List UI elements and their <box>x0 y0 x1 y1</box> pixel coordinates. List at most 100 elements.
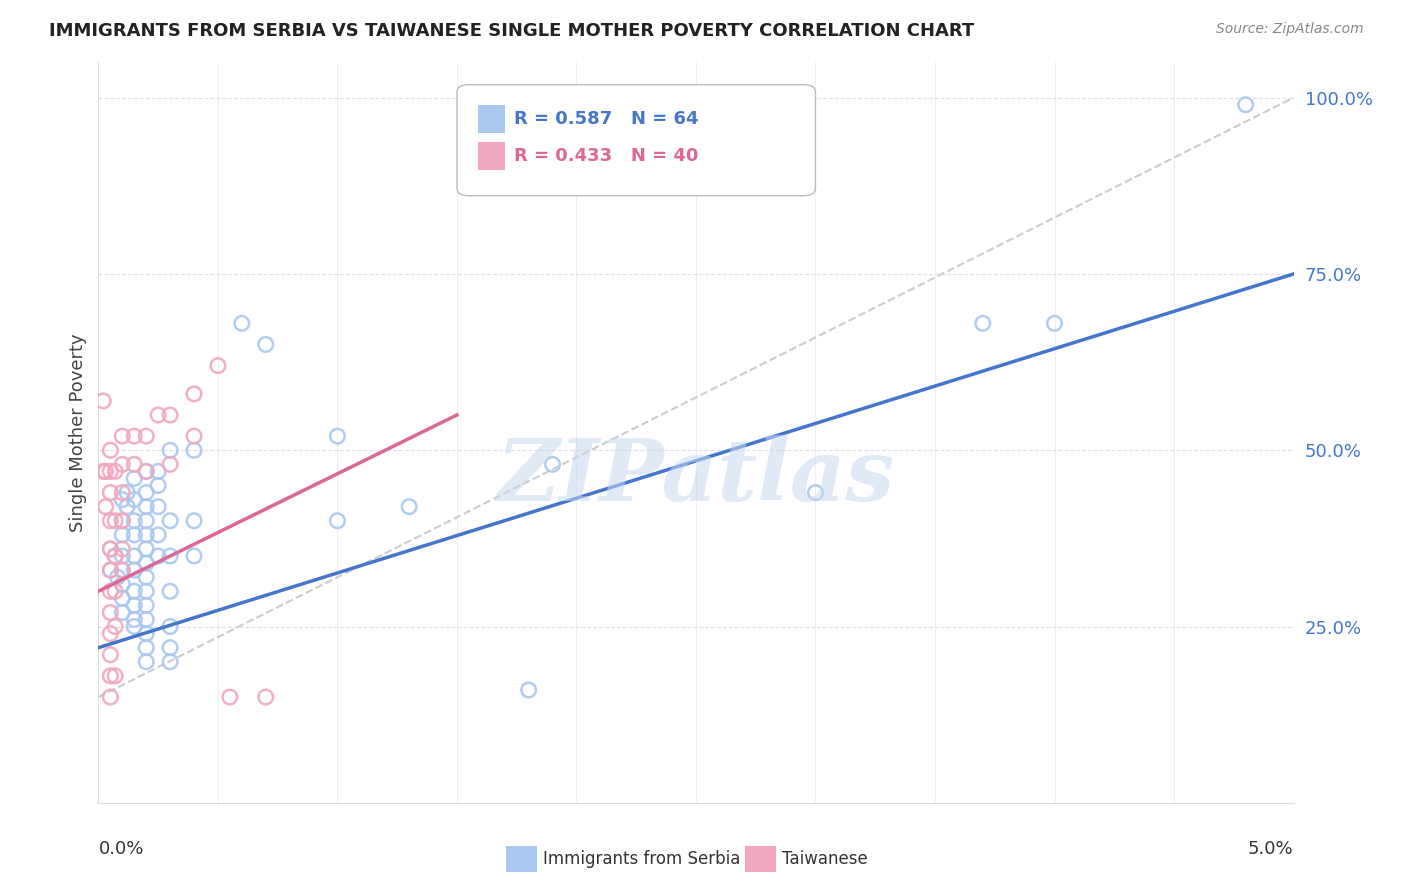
Point <box>98 669 122 683</box>
Text: R = 0.433   N = 40: R = 0.433 N = 40 <box>515 146 699 165</box>
Point <box>111 606 134 620</box>
Point <box>159 640 181 655</box>
Point <box>326 514 349 528</box>
Point <box>91 393 114 408</box>
Point <box>148 528 170 542</box>
Point <box>135 584 157 599</box>
Point <box>111 528 134 542</box>
Point <box>159 619 181 633</box>
Point <box>183 549 205 563</box>
Point <box>135 599 157 613</box>
Point <box>111 541 134 556</box>
Text: Taiwanese: Taiwanese <box>782 850 868 868</box>
Text: 5.0%: 5.0% <box>1249 840 1294 858</box>
Point <box>111 514 134 528</box>
Point <box>104 669 127 683</box>
Point <box>517 683 540 698</box>
Point <box>254 337 277 351</box>
Text: Source: ZipAtlas.com: Source: ZipAtlas.com <box>1216 22 1364 37</box>
Text: R = 0.587   N = 64: R = 0.587 N = 64 <box>515 110 699 128</box>
Point <box>326 429 349 443</box>
Point <box>111 492 134 507</box>
Point <box>104 619 127 633</box>
Text: IMMIGRANTS FROM SERBIA VS TAIWANESE SINGLE MOTHER POVERTY CORRELATION CHART: IMMIGRANTS FROM SERBIA VS TAIWANESE SING… <box>49 22 974 40</box>
Point <box>207 359 229 373</box>
Point <box>98 690 122 704</box>
Point <box>159 443 181 458</box>
Point <box>98 541 122 556</box>
Point <box>98 563 122 577</box>
Point <box>135 464 157 478</box>
Point <box>135 429 157 443</box>
Point <box>98 584 122 599</box>
Point <box>124 458 146 472</box>
Point <box>219 690 242 704</box>
Point <box>183 514 205 528</box>
Point <box>1043 316 1066 330</box>
Point <box>159 408 181 422</box>
Point <box>135 655 157 669</box>
Point <box>148 500 170 514</box>
Point <box>111 591 134 606</box>
Point <box>135 528 157 542</box>
Point <box>541 458 564 472</box>
Point <box>183 429 205 443</box>
Point <box>111 429 134 443</box>
Point <box>231 316 253 330</box>
Point <box>124 549 146 563</box>
Point <box>124 514 146 528</box>
Point <box>104 464 127 478</box>
Point <box>98 485 122 500</box>
Point <box>135 464 157 478</box>
Point <box>124 528 146 542</box>
Point <box>135 570 157 584</box>
Bar <box>478 142 505 169</box>
Point <box>135 485 157 500</box>
Point <box>98 514 122 528</box>
Point <box>159 514 181 528</box>
Point <box>124 471 146 485</box>
Point <box>98 606 122 620</box>
Point <box>124 563 146 577</box>
Point <box>94 464 117 478</box>
Point <box>159 549 181 563</box>
Point <box>111 563 134 577</box>
Point <box>98 626 122 640</box>
Point <box>115 500 138 514</box>
Point <box>135 514 157 528</box>
Point <box>111 549 134 563</box>
Point <box>124 612 146 626</box>
FancyBboxPatch shape <box>457 85 815 195</box>
Point <box>111 514 134 528</box>
Point <box>159 458 181 472</box>
Point <box>111 563 134 577</box>
Point <box>107 570 129 584</box>
Point <box>148 408 170 422</box>
Point <box>98 541 122 556</box>
Text: ZIPatlas: ZIPatlas <box>496 435 896 519</box>
Point <box>124 599 146 613</box>
Point <box>135 500 157 514</box>
Point <box>148 549 170 563</box>
Point <box>91 464 114 478</box>
Point <box>135 612 157 626</box>
Y-axis label: Single Mother Poverty: Single Mother Poverty <box>69 334 87 532</box>
Point <box>135 626 157 640</box>
Point <box>135 541 157 556</box>
Point <box>104 549 127 563</box>
Bar <box>478 104 505 133</box>
Point <box>104 549 127 563</box>
Point <box>124 584 146 599</box>
Point <box>972 316 994 330</box>
Point <box>135 640 157 655</box>
Point <box>98 443 122 458</box>
Point <box>124 429 146 443</box>
Point <box>1234 97 1257 112</box>
Point <box>254 690 277 704</box>
Point <box>115 485 138 500</box>
Text: 0.0%: 0.0% <box>98 840 143 858</box>
Point <box>98 563 122 577</box>
Point <box>183 387 205 401</box>
Point <box>94 500 117 514</box>
Point <box>104 514 127 528</box>
